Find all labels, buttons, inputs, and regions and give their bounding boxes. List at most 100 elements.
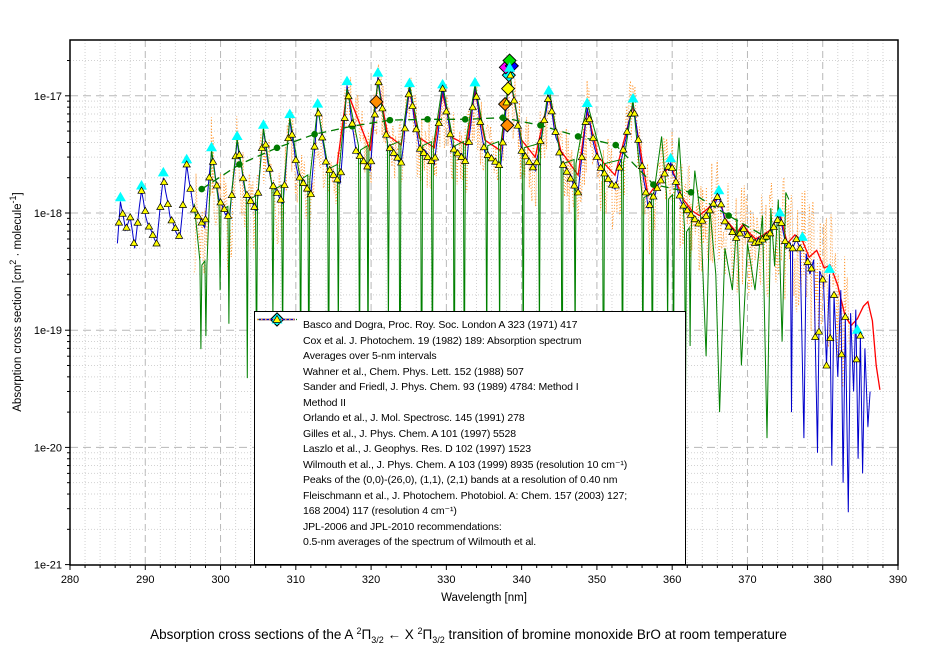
jpl-triangle-marker <box>329 170 338 178</box>
jpl-triangle-marker <box>404 89 413 98</box>
basco-diamond-marker <box>500 118 515 133</box>
legend-item-basco: Basco and Dogra, Proc. Roy. Soc. London … <box>255 312 685 334</box>
legend: Basco and Dogra, Proc. Roy. Soc. London … <box>254 311 686 565</box>
jpl-triangle-marker <box>363 162 372 170</box>
legend-item-label: Fleischmann et al., J. Photochem. Photob… <box>303 489 628 518</box>
jpl-triangle-marker <box>438 84 447 92</box>
x-tick-label: 360 <box>663 574 681 586</box>
jpl-triangle-marker <box>558 160 568 168</box>
legend-item-label: Gilles et al., J. Phys. Chem. A 101 (199… <box>303 427 517 440</box>
jpl-triangle-marker <box>317 133 327 141</box>
jpl-triangle-marker <box>464 137 474 145</box>
jpl-triangle-marker <box>829 290 839 298</box>
jpl-triangle-marker <box>637 161 647 169</box>
jpl-triangle-marker <box>634 135 643 143</box>
x-tick-label: 280 <box>61 574 79 586</box>
legend-item-sander: Sander and Friedl, J. Phys. Chem. 93 (19… <box>255 312 685 396</box>
avg-dot <box>687 189 695 196</box>
avg-dot <box>236 161 243 168</box>
band-peak-triangle <box>581 97 593 107</box>
jpl-triangle-marker <box>291 155 301 163</box>
jpl-triangle-marker <box>577 152 587 161</box>
jpl-triangle-marker <box>784 241 794 249</box>
band-peak-triangle <box>851 324 863 334</box>
legend-marker-cell <box>255 318 303 490</box>
band-peak-triangle <box>796 231 808 241</box>
avg-dot <box>537 122 544 129</box>
jpl-triangle-marker <box>841 312 850 320</box>
band-peak-triangle <box>284 108 296 119</box>
jpl-triangle-marker <box>810 332 820 340</box>
jpl-triangle-marker <box>652 183 662 192</box>
jpl-triangle-marker <box>747 235 756 243</box>
jpl-triangle-marker <box>818 275 827 283</box>
jpl-triangle-marker <box>212 181 221 189</box>
jpl-triangle-marker <box>378 104 387 112</box>
jpl-triangle-marker <box>261 140 270 148</box>
jpl-triangle-marker <box>457 152 466 160</box>
jpl-triangle-marker <box>344 91 353 100</box>
jpl-triangle-marker <box>686 210 696 218</box>
jpl-triangle-marker <box>208 157 218 165</box>
x-tick-label: 320 <box>362 574 380 586</box>
jpl-triangle-marker <box>129 238 139 247</box>
jpl-triangle-marker <box>524 157 534 165</box>
jpl-triangle-marker <box>227 190 237 198</box>
jpl-triangle-marker <box>709 199 718 207</box>
jpl-triangle-marker <box>780 236 790 244</box>
jpl-triangle-marker <box>412 124 421 133</box>
y-tick-label: 1e-20 <box>34 442 62 454</box>
jpl-triangle-marker <box>118 209 127 217</box>
jpl-triangle-marker <box>491 157 500 165</box>
jpl-triangle-marker <box>731 233 741 241</box>
band-peak-triangle <box>114 191 126 202</box>
jpl-triangle-marker <box>302 184 312 192</box>
jpl-triangle-marker <box>434 118 444 127</box>
jpl-triangle-marker <box>641 188 651 196</box>
jpl-triangle-marker <box>573 188 583 196</box>
band-peak-triangle <box>372 67 384 77</box>
jpl-triangle-marker <box>205 173 214 181</box>
band-peak-triangle <box>627 92 639 103</box>
x-tick-label: 350 <box>588 574 606 586</box>
jpl-triangle-marker <box>716 199 726 208</box>
x-tick-label: 370 <box>738 574 756 586</box>
jpl-triangle-marker <box>705 206 715 214</box>
jpl-triangle-marker <box>460 156 470 164</box>
x-axis-label: Wavelength [nm] <box>441 592 527 604</box>
jpl-triangle-marker <box>122 223 131 231</box>
legend-item-label: Sander and Friedl, J. Phys. Chem. 93 (19… <box>303 381 579 393</box>
legend-item-label: Peaks of the (0,0)-(26,0), (1,1), (2,1) … <box>303 474 618 486</box>
band-peak-triangle <box>824 263 836 273</box>
jpl-triangle-marker <box>543 94 553 102</box>
jpl-triangle-marker <box>536 136 545 145</box>
jpl-triangle-marker <box>645 200 654 208</box>
legend-marker-cell <box>255 314 303 521</box>
legend-item-fleischmann: Fleischmann et al., J. Photochem. Photob… <box>255 318 685 520</box>
jpl-triangle-marker <box>156 202 165 210</box>
jpl-triangle-marker <box>351 146 361 154</box>
jpl-triangle-marker <box>743 230 752 238</box>
avg-dot <box>650 181 657 188</box>
jpl-triangle-marker <box>385 143 395 151</box>
band-peak-triangle <box>774 207 786 217</box>
jpl-triangle-marker <box>773 215 782 223</box>
jpl-triangle-marker <box>415 144 425 152</box>
jpl-triangle-marker <box>408 101 417 109</box>
legend-item-label: Basco and Dogra, Proc. Roy. Soc. London … <box>303 319 578 331</box>
jpl-triangle-marker <box>152 239 161 247</box>
legend-item-laszlo: Laszlo et al., J. Geophys. Res. D 102 (1… <box>255 312 685 458</box>
legend-marker-cell <box>255 318 303 366</box>
jpl-triangle-marker <box>795 243 805 252</box>
jpl-triangle-marker <box>137 186 146 194</box>
band-peak-triangle <box>181 153 193 164</box>
jpl-triangle-marker <box>826 333 835 341</box>
jpl-triangle-marker <box>547 106 556 115</box>
avg-dot <box>198 185 206 193</box>
jpl-triangle-marker <box>822 361 831 369</box>
jpl-triangle-marker <box>423 152 432 160</box>
jpl-triangle-marker <box>532 157 541 166</box>
jpl-triangle-marker <box>509 96 519 104</box>
jpl-triangle-marker <box>513 121 523 129</box>
